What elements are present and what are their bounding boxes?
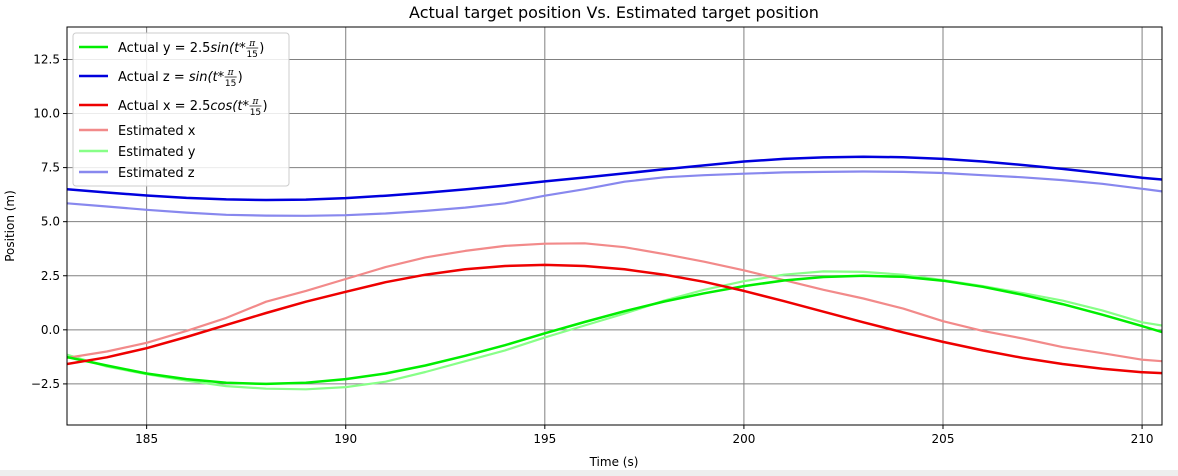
y-tick-label: 0.0	[41, 323, 60, 337]
y-tick-label: 12.5	[33, 52, 60, 66]
chart-title: Actual target position Vs. Estimated tar…	[409, 3, 819, 22]
y-tick-label: −2.5	[31, 377, 60, 391]
x-axis-label: Time (s)	[589, 455, 639, 469]
series-layer	[67, 155, 1162, 391]
x-tick-label: 210	[1131, 432, 1154, 446]
y-tick-label: 2.5	[41, 269, 60, 283]
legend-fraction-numerator: π	[248, 39, 256, 49]
legend-fraction-numerator: π	[251, 97, 259, 107]
window-bottom-strip	[0, 470, 1178, 476]
x-tick-label: 190	[334, 432, 357, 446]
legend-fraction-denominator: 15	[225, 79, 236, 89]
legend-close-paren: )	[238, 70, 243, 85]
legend-label: Actual z = sin(t*	[118, 70, 225, 85]
legend-label: Actual x = 2.5cos(t*	[118, 99, 249, 114]
x-tick-label: 185	[135, 432, 158, 446]
series-line-estimated-3	[67, 242, 1162, 363]
y-axis-label: Position (m)	[3, 190, 17, 262]
x-tick-label: 205	[932, 432, 955, 446]
x-tick-label: 200	[732, 432, 755, 446]
plot-frame	[66, 26, 1163, 426]
legend: Actual y = 2.5sin(t* π15)Actual z = sin(t…	[72, 32, 290, 187]
legend-label: Estimated x	[118, 124, 196, 139]
y-tick-label: 10.0	[33, 107, 60, 121]
legend-fraction-denominator: 15	[246, 50, 257, 60]
legend-label: Estimated z	[118, 166, 195, 181]
legend-box	[72, 32, 290, 187]
legend-close-paren: )	[259, 41, 264, 56]
y-tick-label: 7.5	[41, 161, 60, 175]
x-tick-label: 195	[533, 432, 556, 446]
ticks: 185 190 195 200 205 210 −2.5 0.0 2.5 5.0 7.5 10.0 12…	[31, 52, 1154, 446]
series-line-actual-0	[67, 274, 1162, 386]
y-tick-label: 5.0	[41, 215, 60, 229]
legend-label: Estimated y	[118, 145, 196, 160]
legend-label: Actual y = 2.5sin(t*	[118, 41, 246, 56]
series-line-actual-2	[67, 263, 1162, 375]
series-line-actual-1	[67, 155, 1162, 202]
legend-fraction-numerator: π	[227, 68, 235, 78]
series-line-estimated-5	[67, 170, 1162, 217]
legend-close-paren: )	[262, 99, 267, 114]
legend-fraction-denominator: 15	[250, 108, 261, 118]
